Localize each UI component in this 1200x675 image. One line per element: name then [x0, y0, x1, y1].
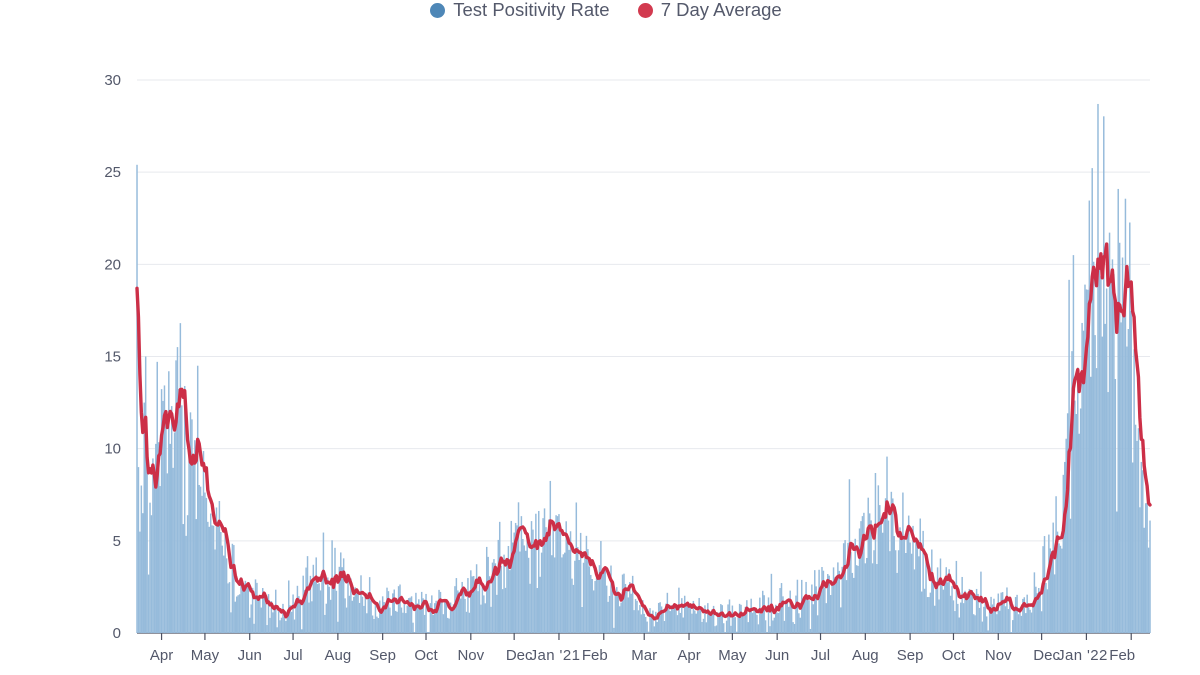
svg-text:Aug: Aug	[325, 647, 352, 664]
svg-text:30: 30	[104, 72, 121, 89]
svg-text:Nov: Nov	[457, 647, 484, 664]
svg-text:15: 15	[104, 349, 121, 366]
svg-text:Jun: Jun	[765, 647, 789, 664]
svg-text:Oct: Oct	[942, 647, 966, 664]
svg-text:25: 25	[104, 164, 121, 181]
svg-text:Jun: Jun	[238, 647, 262, 664]
svg-text:20: 20	[104, 256, 121, 273]
svg-text:Oct: Oct	[414, 647, 438, 664]
svg-text:May: May	[718, 647, 747, 664]
svg-text:10: 10	[104, 441, 121, 458]
svg-text:Mar: Mar	[631, 647, 657, 664]
svg-text:May: May	[191, 647, 220, 664]
svg-text:Nov: Nov	[985, 647, 1012, 664]
svg-text:Aug: Aug	[852, 647, 879, 664]
svg-text:Sep: Sep	[369, 647, 396, 664]
svg-text:Jul: Jul	[283, 647, 302, 664]
svg-text:Jan '21: Jan '21	[530, 647, 581, 664]
svg-text:Apr: Apr	[677, 647, 700, 664]
svg-text:5: 5	[113, 533, 121, 550]
svg-text:Feb: Feb	[582, 647, 608, 664]
svg-text:Jan '22: Jan '22	[1057, 647, 1108, 664]
svg-text:Jul: Jul	[811, 647, 830, 664]
svg-text:Apr: Apr	[150, 647, 173, 664]
svg-text:Sep: Sep	[897, 647, 924, 664]
svg-text:0: 0	[113, 625, 121, 642]
svg-text:Feb: Feb	[1109, 647, 1135, 664]
